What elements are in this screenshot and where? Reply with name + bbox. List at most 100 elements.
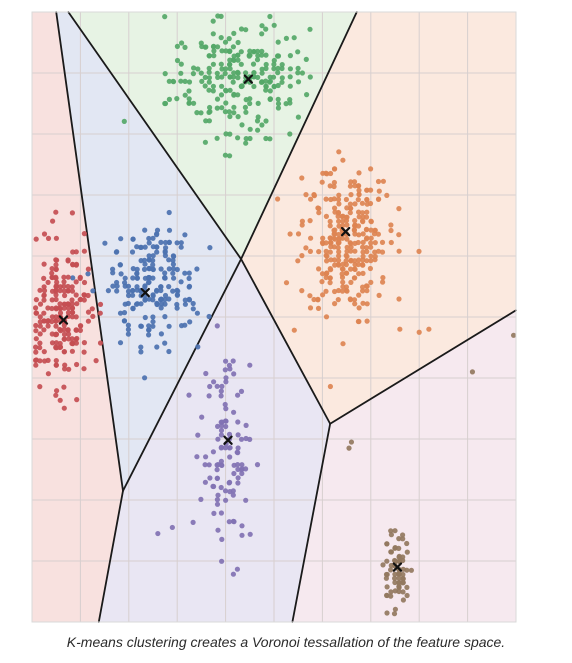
point-blue [138,323,144,329]
point-blue [170,261,176,267]
point-green [235,75,241,81]
point-red [53,266,59,273]
point-green [287,100,293,106]
point-green [287,66,293,72]
centroid-brown [392,562,403,572]
point-orange [352,183,358,189]
point-green [203,118,209,124]
point-orange [320,240,326,247]
point-green [186,79,193,85]
point-green [206,69,212,75]
point-blue [146,240,152,246]
point-purple [210,483,216,489]
point-orange [299,218,305,224]
point-green [170,79,177,85]
point-brown [388,593,394,599]
point-green [191,65,197,71]
point-red [61,405,67,411]
point-blue [146,253,152,259]
point-orange [287,231,293,237]
point-red [69,314,75,320]
point-green [182,44,188,51]
point-purple [199,414,205,420]
point-green [223,66,229,72]
point-purple [235,445,241,451]
point-green [254,57,261,63]
region-orange [241,12,516,424]
point-blue [122,275,128,281]
point-green [227,61,233,67]
region-blue [56,12,242,491]
point-brown [400,580,406,586]
point-purple [222,488,229,494]
point-brown [392,588,398,594]
point-green [279,75,285,81]
point-blue [126,292,132,299]
point-green [206,75,212,81]
point-red [49,318,55,325]
point-orange [307,305,314,311]
point-orange [375,196,382,202]
point-orange [347,296,353,302]
point-purple [230,492,236,498]
point-orange [348,179,354,185]
point-red [57,397,63,403]
point-purple [222,367,228,373]
centroid-stroke [243,74,254,84]
point-blue [114,288,120,294]
point-orange [315,297,321,303]
point-orange [328,240,334,246]
point-red [53,305,59,311]
point-green [230,79,236,85]
point-red [53,296,59,303]
point-green [239,83,245,89]
point-green [263,61,269,68]
point-red [61,384,67,390]
point-green [307,74,313,80]
point-blue [146,279,152,285]
point-red [73,292,79,298]
point-orange [331,183,337,190]
point-orange [352,222,358,228]
point-orange [344,253,350,260]
point-green [235,135,241,141]
point-blue [133,301,140,307]
point-orange [320,235,326,241]
point-brown [404,549,410,555]
point-blue [90,288,96,294]
point-orange [360,244,366,250]
point-red [49,266,55,272]
point-orange [327,235,333,241]
point-purple [211,379,217,385]
point-green [182,78,188,84]
point-red [81,349,87,355]
point-green [235,92,241,98]
point-green [263,118,269,124]
point-green [255,48,261,54]
point-purple [206,462,212,468]
point-orange [360,249,366,255]
point-blue [166,227,173,233]
point-brown [408,567,414,573]
point-orange [375,231,381,237]
point-red [77,327,83,333]
point-purple [235,392,241,398]
point-brown [388,589,394,595]
point-orange [348,257,354,263]
point-blue [125,322,131,328]
point-green [247,52,253,58]
point-purple [223,497,229,503]
point-blue [154,287,160,293]
point-orange [299,253,305,259]
point-green [238,61,244,67]
point-orange [332,257,338,263]
point-blue [134,266,140,272]
centroid-blue [140,287,150,298]
point-orange [363,245,369,251]
point-blue [171,253,177,260]
point-blue [187,319,193,325]
point-orange [359,262,365,268]
point-orange [336,218,342,224]
point-green [279,62,285,68]
point-blue [150,297,156,303]
